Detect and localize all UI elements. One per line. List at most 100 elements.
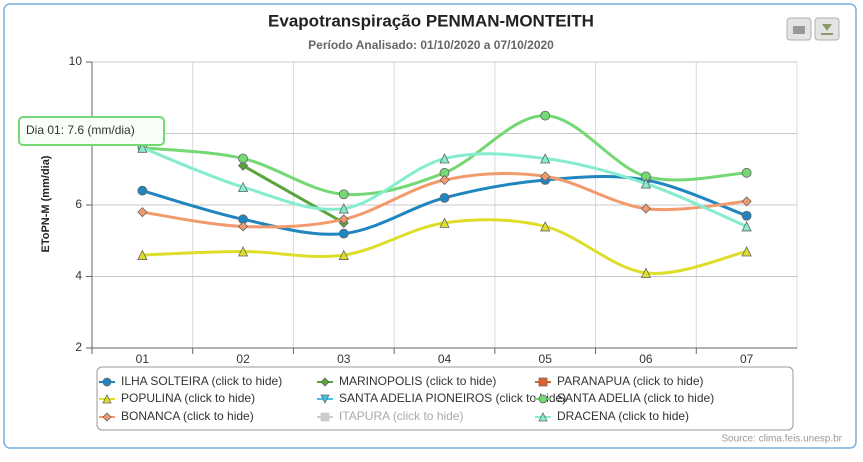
legend-hint[interactable]: (click to hide) xyxy=(426,374,497,388)
marker xyxy=(741,221,752,232)
marker xyxy=(320,412,330,422)
marker xyxy=(237,246,249,257)
marker xyxy=(640,267,652,278)
x-tick-label: 02 xyxy=(236,352,250,366)
legend-box xyxy=(96,366,794,431)
marker xyxy=(540,221,551,232)
series xyxy=(137,142,752,232)
legend-hint[interactable]: (click to hide) xyxy=(496,391,567,405)
legend-item[interactable]: POPULINA (click to hide) xyxy=(99,391,255,405)
marker xyxy=(338,228,349,239)
legend-hint[interactable]: (click to hide) xyxy=(393,409,464,423)
marker xyxy=(338,189,349,200)
legend-name[interactable]: ILHA SOLTEIRA xyxy=(121,374,209,388)
export-icon xyxy=(821,24,833,35)
marker xyxy=(540,153,551,164)
legend-name[interactable]: DRACENA xyxy=(557,409,616,423)
legend-item[interactable]: MARINOPOLIS (click to hide) xyxy=(317,374,496,388)
legend-label: DRACENA (click to hide) xyxy=(557,409,689,423)
legend-label: BONANCA (click to hide) xyxy=(121,409,254,423)
legend-label: POPULINA (click to hide) xyxy=(121,391,255,405)
legend-name[interactable]: BONANCA xyxy=(121,409,180,423)
legend-item[interactable]: BONANCA (click to hide) xyxy=(99,409,254,423)
series-line xyxy=(242,164,345,225)
marker xyxy=(102,412,112,422)
legend-name[interactable]: ITAPURA xyxy=(339,409,390,423)
legend-hint[interactable]: (click to hide) xyxy=(618,409,689,423)
legend-item[interactable]: PARANAPUA (click to hide) xyxy=(535,374,704,388)
legend-hint[interactable]: (click to hide) xyxy=(644,391,715,405)
marker xyxy=(439,153,450,164)
series xyxy=(137,217,752,278)
marker xyxy=(640,178,652,189)
marker xyxy=(137,142,148,153)
marker xyxy=(538,394,548,404)
marker xyxy=(238,221,249,232)
legend-name[interactable]: SANTA ADELIA PIONEIROS xyxy=(339,391,492,405)
legend-label: ITAPURA (click to hide) xyxy=(339,409,464,423)
x-tick-label: 06 xyxy=(639,352,653,366)
marker xyxy=(338,249,349,260)
legend-item[interactable]: ITAPURA (click to hide) xyxy=(317,409,464,423)
tooltip: Dia 01: 7.6 (mm/dia) xyxy=(18,116,165,146)
marker xyxy=(137,207,148,218)
print-icon xyxy=(793,26,805,34)
x-tick-label: 04 xyxy=(438,352,452,366)
legend-hint[interactable]: (click to hide) xyxy=(212,374,283,388)
legend-hint[interactable]: (click to hide) xyxy=(184,391,255,405)
marker xyxy=(741,167,752,178)
marker xyxy=(137,249,148,260)
print-button[interactable] xyxy=(786,17,812,41)
x-tick-label: 07 xyxy=(740,352,754,366)
legend-item[interactable]: ILHA SOLTEIRA (click to hide) xyxy=(99,374,282,388)
marker xyxy=(640,203,651,214)
y-tick-label: 4 xyxy=(75,269,82,283)
legend-item[interactable]: SANTA ADELIA (click to hide) xyxy=(535,391,714,405)
legend-name[interactable]: PARANAPUA xyxy=(557,374,630,388)
marker xyxy=(338,214,349,225)
series xyxy=(137,171,752,232)
legend-name[interactable]: POPULINA xyxy=(121,391,182,405)
marker xyxy=(540,110,551,121)
marker xyxy=(439,192,450,203)
marker xyxy=(238,160,249,171)
x-tick-label: 05 xyxy=(539,352,553,366)
marker xyxy=(338,203,349,214)
legend-name[interactable]: MARINOPOLIS xyxy=(339,374,422,388)
marker xyxy=(538,377,548,387)
y-tick-label: 6 xyxy=(75,197,82,211)
series xyxy=(137,110,752,200)
marker xyxy=(320,377,330,387)
legend-item[interactable]: DRACENA (click to hide) xyxy=(535,409,689,423)
legend-label: SANTA ADELIA PIONEIROS (click to hide) xyxy=(339,391,566,405)
marker xyxy=(102,394,112,404)
export-button[interactable] xyxy=(814,17,840,41)
legend-name[interactable]: SANTA ADELIA xyxy=(557,391,641,405)
legend-label: SANTA ADELIA (click to hide) xyxy=(557,391,714,405)
marker xyxy=(237,181,249,193)
chart-title: Evapotranspiração PENMAN-MONTEITH xyxy=(268,11,594,30)
legend-hint[interactable]: (click to hide) xyxy=(183,409,254,423)
marker xyxy=(741,246,752,257)
y-tick-label: 2 xyxy=(75,340,82,354)
chart-subtitle: Período Analisado: 01/10/2020 a 07/10/20… xyxy=(308,38,554,52)
y-axis-label: EToPN-M (mm/dia) xyxy=(40,155,52,252)
legend-label: ILHA SOLTEIRA (click to hide) xyxy=(121,374,282,388)
x-tick-label: 03 xyxy=(337,352,351,366)
legend-hint[interactable]: (click to hide) xyxy=(633,374,704,388)
source: Source: clima.feis.unesp.br xyxy=(721,434,842,445)
marker xyxy=(238,153,248,164)
marker xyxy=(439,174,450,186)
marker xyxy=(320,394,330,404)
marker xyxy=(741,196,752,207)
legend-label: PARANAPUA (click to hide) xyxy=(557,374,704,388)
marker xyxy=(137,185,148,196)
legend-label: MARINOPOLIS (click to hide) xyxy=(339,374,496,388)
y-tick-label: 10 xyxy=(69,54,83,68)
legend-item[interactable]: SANTA ADELIA PIONEIROS (click to hide) xyxy=(317,391,566,405)
tooltip-text: Dia 01: 7.6 (mm/dia) xyxy=(26,123,135,137)
x-tick-label: 01 xyxy=(136,352,150,366)
marker xyxy=(540,171,551,182)
